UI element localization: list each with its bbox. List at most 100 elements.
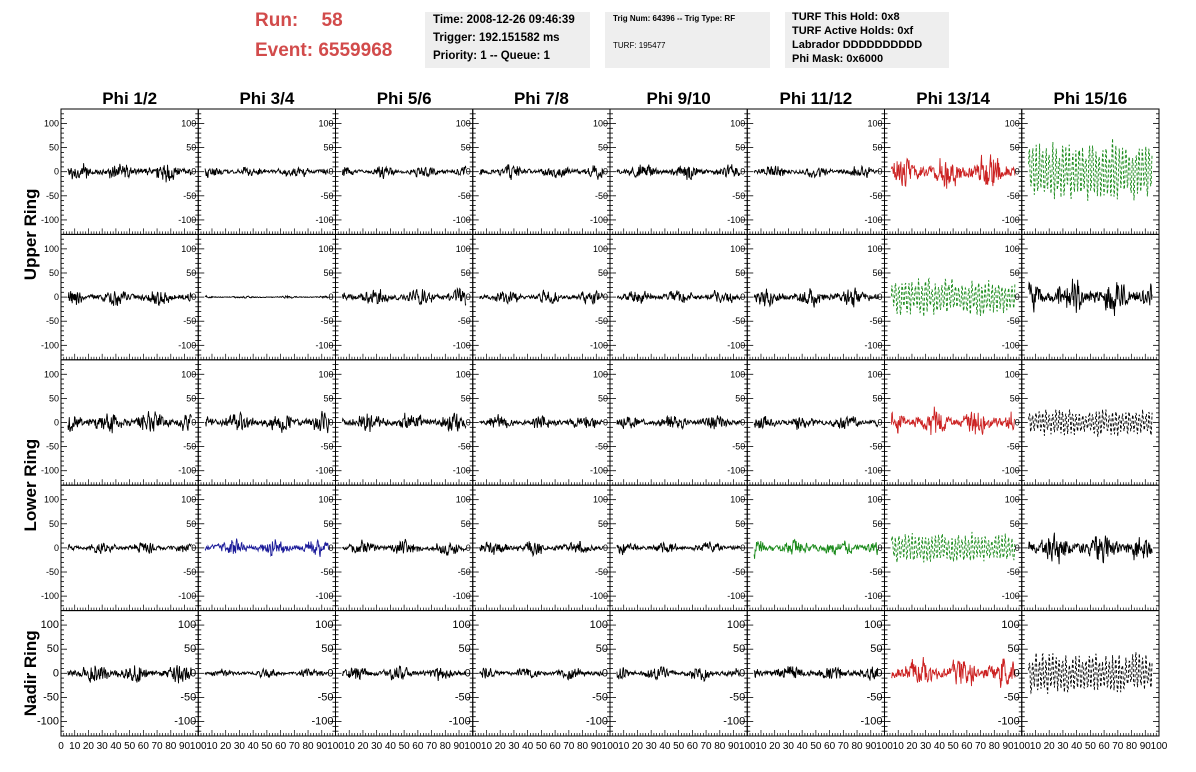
y-tick-label: 0 xyxy=(190,667,196,679)
y-tick-label: -50 xyxy=(183,442,196,452)
trig-num-text: Trig Num: 64396 -- Trig Type: RF xyxy=(613,14,736,23)
y-tick-label: -100 xyxy=(41,591,59,601)
x-tick-label: 100 xyxy=(190,741,207,752)
x-tick-label: 80 xyxy=(440,741,452,752)
y-tick-label: -100 xyxy=(1002,591,1020,601)
y-tick-label: -50 xyxy=(320,442,333,452)
waveform-series xyxy=(341,412,467,433)
column-header: Phi 5/6 xyxy=(377,89,432,108)
y-tick-label: 100 xyxy=(593,244,608,254)
x-tick-label: 80 xyxy=(1126,741,1138,752)
y-tick-label: 100 xyxy=(593,369,608,379)
y-tick-label: 100 xyxy=(318,244,333,254)
y-tick-label: -100 xyxy=(727,591,745,601)
waveform-series xyxy=(204,294,329,300)
x-tick-label: 20 xyxy=(906,741,918,752)
y-tick-label: -100 xyxy=(1002,466,1020,476)
x-tick-label: 10 xyxy=(206,741,218,752)
y-tick-label: 50 xyxy=(1008,643,1020,655)
waveform-series xyxy=(67,163,192,183)
y-tick-label: 50 xyxy=(461,268,471,278)
waveform-series xyxy=(204,538,330,558)
y-tick-label: -50 xyxy=(320,191,333,201)
column-header: Phi 13/14 xyxy=(916,89,990,108)
x-tick-label: 40 xyxy=(248,741,260,752)
y-tick-label: 100 xyxy=(44,495,59,505)
waveform-series xyxy=(753,287,879,308)
y-tick-label: -50 xyxy=(732,442,745,452)
y-tick-label: 100 xyxy=(456,495,471,505)
y-tick-label: 0 xyxy=(877,167,882,177)
x-tick-label: 50 xyxy=(536,741,548,752)
waveform-series xyxy=(67,411,192,434)
x-tick-label: 50 xyxy=(810,741,822,752)
y-tick-label: 100 xyxy=(1005,369,1020,379)
y-tick-label: 100 xyxy=(867,118,882,128)
x-tick-label: 60 xyxy=(275,741,287,752)
waveform-series xyxy=(67,665,192,684)
y-tick-label: 50 xyxy=(598,268,608,278)
y-tick-label: -100 xyxy=(315,340,333,350)
x-tick-label: 30 xyxy=(1057,741,1069,752)
y-tick-label: -100 xyxy=(586,716,608,728)
column-header: Phi 9/10 xyxy=(646,89,710,108)
y-tick-label: 0 xyxy=(740,543,745,553)
column-header: Phi 3/4 xyxy=(239,89,294,108)
y-tick-label: 50 xyxy=(186,268,196,278)
x-tick-label: 90 xyxy=(728,741,740,752)
waveform-series xyxy=(1028,278,1153,317)
y-tick-label: 50 xyxy=(872,143,882,153)
y-tick-label: -50 xyxy=(183,191,196,201)
y-tick-label: -50 xyxy=(732,191,745,201)
y-tick-label: -50 xyxy=(458,567,471,577)
y-tick-label: 100 xyxy=(730,495,745,505)
y-tick-label: 0 xyxy=(876,667,882,679)
y-tick-label: 0 xyxy=(877,418,882,428)
y-tick-label: -50 xyxy=(458,316,471,326)
x-tick-label: 10 xyxy=(69,741,81,752)
y-tick-label: 100 xyxy=(1005,244,1020,254)
y-tick-label: -100 xyxy=(860,716,882,728)
x-tick-label: 60 xyxy=(824,741,836,752)
y-tick-label: 0 xyxy=(602,667,608,679)
x-tick-label: 30 xyxy=(646,741,658,752)
x-tick-label: 40 xyxy=(934,741,946,752)
y-tick-label: 50 xyxy=(47,643,59,655)
y-tick-label: -100 xyxy=(37,716,59,728)
y-tick-label: 0 xyxy=(740,292,745,302)
x-tick-label: 20 xyxy=(1044,741,1056,752)
x-tick-label: 30 xyxy=(234,741,246,752)
waveform-series xyxy=(890,531,1016,563)
y-tick-label: -100 xyxy=(727,215,745,225)
x-tick-label: 70 xyxy=(426,741,438,752)
trigger-text: Trigger: 192.151582 ms xyxy=(433,32,560,44)
labrador-text: Labrador DDDDDDDDDD xyxy=(792,39,923,51)
x-tick-label: 20 xyxy=(220,741,232,752)
y-tick-label: 0 xyxy=(739,667,745,679)
waveform-series xyxy=(1028,652,1153,695)
y-tick-label: 100 xyxy=(593,118,608,128)
x-tick-label: 80 xyxy=(165,741,177,752)
y-tick-label: 100 xyxy=(1005,495,1020,505)
y-tick-label: 100 xyxy=(44,369,59,379)
y-tick-label: -100 xyxy=(41,215,59,225)
waveform-series xyxy=(753,538,879,559)
x-tick-label: 50 xyxy=(261,741,273,752)
waveform-series xyxy=(890,406,1015,436)
trig-info-box: Trig Num: 64396 -- Trig Type: RF TURF: 1… xyxy=(605,12,770,68)
y-tick-label: 50 xyxy=(323,268,333,278)
y-tick-label: 100 xyxy=(181,369,196,379)
time-text: Time: 2008-12-26 09:46:39 xyxy=(433,14,575,26)
y-tick-label: -50 xyxy=(1007,316,1020,326)
y-tick-label: -50 xyxy=(595,191,608,201)
x-tick-label: 70 xyxy=(289,741,301,752)
column-header: Phi 7/8 xyxy=(514,89,569,108)
y-tick-label: 0 xyxy=(54,418,59,428)
y-tick-label: 50 xyxy=(735,393,745,403)
y-tick-label: 100 xyxy=(181,118,196,128)
y-tick-label: 0 xyxy=(191,543,196,553)
y-tick-label: -100 xyxy=(178,466,196,476)
x-tick-label: 100 xyxy=(739,741,756,752)
y-tick-label: -100 xyxy=(1002,215,1020,225)
y-tick-label: 50 xyxy=(596,643,608,655)
